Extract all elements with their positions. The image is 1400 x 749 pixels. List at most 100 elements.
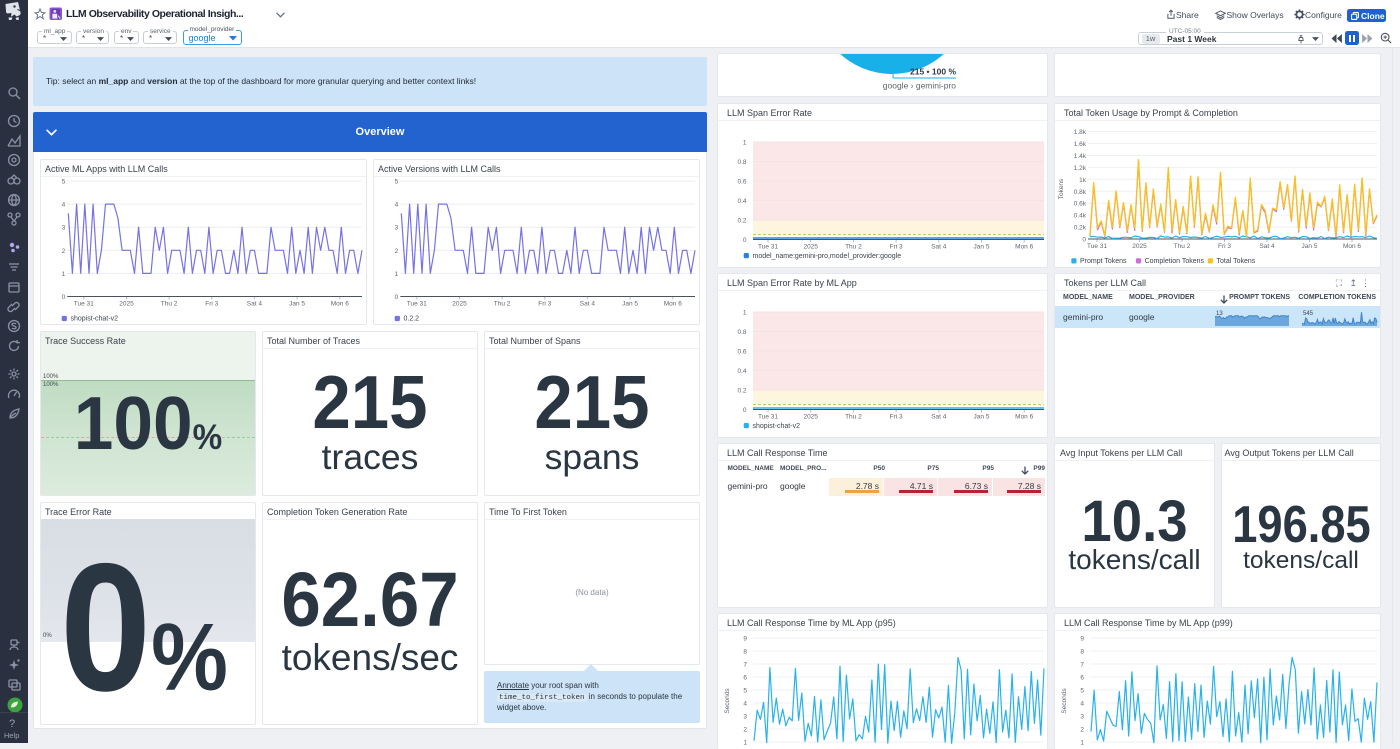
svg-text:13: 13	[1216, 311, 1223, 317]
svg-text:1.8k: 1.8k	[1074, 129, 1087, 136]
svg-text:0: 0	[395, 294, 399, 301]
svg-text:0: 0	[743, 407, 747, 414]
svg-text:1: 1	[1080, 740, 1084, 747]
svg-text:Mon 6: Mon 6	[664, 301, 682, 308]
svg-text:Fri 3: Fri 3	[890, 414, 903, 421]
svg-text:8: 8	[1080, 649, 1084, 656]
svg-text:Completion Tokens: Completion Tokens	[1145, 258, 1205, 265]
svg-text:8: 8	[743, 649, 747, 656]
svg-text:9: 9	[743, 636, 747, 643]
svg-text:3: 3	[395, 225, 399, 232]
svg-text:2: 2	[743, 727, 747, 734]
svg-text:Sat 4: Sat 4	[931, 414, 947, 421]
svg-text:Tue 31: Tue 31	[1087, 243, 1107, 250]
svg-text:1: 1	[743, 140, 747, 147]
svg-text:Thu 2: Thu 2	[1174, 243, 1191, 250]
svg-text:Mon 6: Mon 6	[331, 301, 349, 308]
svg-text:6: 6	[1080, 675, 1084, 682]
svg-text:0.4k: 0.4k	[1074, 213, 1087, 220]
svg-text:Tokens: Tokens	[1058, 178, 1065, 199]
svg-text:Fri 3: Fri 3	[205, 301, 218, 308]
svg-text:4: 4	[395, 202, 399, 209]
svg-text:Jan 5: Jan 5	[289, 301, 305, 308]
svg-text:5: 5	[743, 688, 747, 695]
svg-text:0.2: 0.2	[737, 388, 746, 395]
svg-text:9: 9	[1080, 636, 1084, 643]
svg-text:Jan 5: Jan 5	[1302, 243, 1318, 250]
svg-text:Mon 6: Mon 6	[1015, 244, 1033, 251]
svg-text:1.6k: 1.6k	[1074, 141, 1087, 148]
svg-text:1.4k: 1.4k	[1074, 153, 1087, 160]
svg-text:Thu 2: Thu 2	[161, 301, 178, 308]
svg-text:5: 5	[395, 179, 399, 186]
svg-text:Sat 4: Sat 4	[247, 301, 263, 308]
svg-text:Fri 3: Fri 3	[890, 244, 903, 251]
svg-text:Thu 2: Thu 2	[845, 244, 862, 251]
svg-text:Jan 5: Jan 5	[974, 414, 990, 421]
svg-text:Total Tokens: Total Tokens	[1217, 258, 1256, 265]
svg-text:0.8k: 0.8k	[1074, 189, 1087, 196]
svg-text:1: 1	[743, 310, 747, 317]
svg-text:0.2: 0.2	[737, 218, 746, 225]
svg-text:Sat 4: Sat 4	[1259, 243, 1275, 250]
svg-text:google › gemini-pro: google › gemini-pro	[883, 81, 957, 91]
svg-text:Fri 3: Fri 3	[1218, 243, 1231, 250]
svg-text:215 • 100 %: 215 • 100 %	[910, 67, 956, 77]
svg-text:Prompt Tokens: Prompt Tokens	[1080, 258, 1127, 265]
svg-text:2: 2	[1080, 727, 1084, 734]
svg-text:Seconds: Seconds	[724, 688, 731, 714]
svg-text:Jan 5: Jan 5	[974, 244, 990, 251]
svg-text:Tue 31: Tue 31	[74, 301, 94, 308]
svg-text:Sat 4: Sat 4	[931, 244, 947, 251]
svg-text:0: 0	[743, 237, 747, 244]
svg-text:2: 2	[395, 248, 399, 255]
svg-text:2025: 2025	[1132, 243, 1147, 250]
svg-text:2025: 2025	[803, 414, 818, 421]
svg-text:1.2k: 1.2k	[1074, 165, 1087, 172]
svg-text:5: 5	[62, 179, 66, 186]
svg-text:0.8: 0.8	[737, 159, 746, 166]
svg-text:Thu 2: Thu 2	[845, 414, 862, 421]
svg-text:Jan 5: Jan 5	[622, 301, 638, 308]
svg-text:7: 7	[743, 662, 747, 669]
svg-text:1: 1	[743, 740, 747, 747]
svg-text:4: 4	[1080, 701, 1084, 708]
svg-text:1k: 1k	[1079, 177, 1087, 184]
svg-text:3: 3	[62, 225, 66, 232]
svg-text:Sat 4: Sat 4	[580, 301, 596, 308]
svg-text:Thu 2: Thu 2	[494, 301, 511, 308]
svg-text:0: 0	[62, 294, 66, 301]
svg-text:6: 6	[743, 675, 747, 682]
svg-text:Fri 3: Fri 3	[538, 301, 551, 308]
svg-text:0.4: 0.4	[737, 368, 746, 375]
svg-text:7: 7	[1080, 662, 1084, 669]
svg-text:0: 0	[1082, 237, 1086, 244]
svg-text:545: 545	[1303, 311, 1314, 317]
svg-text:0.6k: 0.6k	[1074, 201, 1087, 208]
svg-text:0.8: 0.8	[737, 329, 746, 336]
svg-text:0.6: 0.6	[737, 179, 746, 186]
svg-text:0.6: 0.6	[737, 349, 746, 356]
svg-text:Tue 31: Tue 31	[407, 301, 427, 308]
svg-text:Tue 31: Tue 31	[758, 244, 778, 251]
svg-text:3: 3	[1080, 714, 1084, 721]
svg-text:Mon 6: Mon 6	[1015, 414, 1033, 421]
svg-text:2: 2	[62, 248, 66, 255]
svg-text:1: 1	[62, 271, 66, 278]
svg-text:4: 4	[743, 701, 747, 708]
svg-text:3: 3	[743, 714, 747, 721]
svg-text:Mon 6: Mon 6	[1343, 243, 1361, 250]
svg-text:model_name:gemini-pro,model_pr: model_name:gemini-pro,model_provider:goo…	[753, 253, 902, 260]
svg-text:shopist-chat-v2: shopist-chat-v2	[753, 423, 801, 430]
svg-text:2025: 2025	[452, 301, 467, 308]
svg-text:0.2k: 0.2k	[1074, 225, 1087, 232]
svg-text:0.4: 0.4	[737, 198, 746, 205]
svg-text:4: 4	[62, 202, 66, 209]
svg-text:2025: 2025	[119, 301, 134, 308]
svg-text:1: 1	[395, 271, 399, 278]
svg-text:5: 5	[1080, 688, 1084, 695]
svg-text:Tue 31: Tue 31	[758, 414, 778, 421]
svg-text:2025: 2025	[803, 244, 818, 251]
svg-text:Seconds: Seconds	[1061, 688, 1068, 714]
svg-text:0.2.2: 0.2.2	[404, 316, 420, 323]
